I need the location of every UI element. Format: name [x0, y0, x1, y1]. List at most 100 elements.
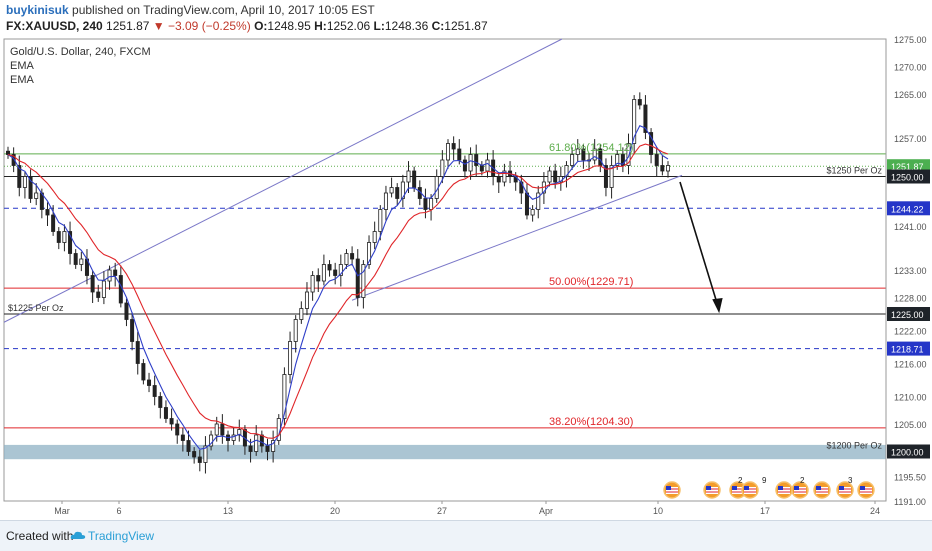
support-band	[4, 444, 886, 460]
legend-ema-1[interactable]: EMA	[10, 60, 34, 72]
x-tick-label: 10	[653, 506, 663, 516]
chart-legend: Gold/U.S. Dollar, 240, FXCM EMA EMA	[10, 45, 151, 87]
legend-ema-2[interactable]: EMA	[10, 74, 34, 86]
candle-body	[220, 423, 225, 436]
y-tick-label: 1270.00	[894, 63, 927, 73]
y-tick-label: 1216.00	[894, 360, 927, 370]
price-badge-label: 1225.00	[891, 310, 924, 320]
candle-body	[462, 159, 467, 172]
candle-body	[158, 396, 163, 408]
candle-body	[180, 434, 185, 441]
flag-stripes-icon	[860, 487, 872, 494]
candle-body	[474, 154, 479, 166]
flag-stripes-icon	[794, 487, 806, 494]
candle-body	[147, 379, 152, 386]
candle-body	[457, 148, 462, 161]
candle-body	[395, 187, 400, 199]
footer-bar: Created with TradingView	[0, 520, 932, 551]
publish-text: published on TradingView.com, April 10, …	[72, 3, 375, 17]
candle-body	[316, 275, 321, 282]
price-badge	[887, 307, 930, 321]
candle-body	[327, 264, 332, 271]
chart-annotation: $1250 Per Oz	[826, 166, 882, 176]
candle-body	[299, 308, 304, 320]
flag-canton-icon	[666, 486, 671, 490]
projection-arrow-head	[712, 298, 723, 314]
candle-body	[101, 280, 106, 298]
candle-body	[570, 154, 575, 166]
candle-body	[45, 209, 50, 216]
open-value: 1248.95	[267, 19, 311, 33]
flag-stripes-icon	[839, 487, 851, 494]
price-badge-label: 1244.22	[891, 204, 924, 214]
flag-canton-icon	[732, 486, 737, 490]
tradingview-link[interactable]: TradingView	[88, 529, 155, 543]
candle-body	[79, 258, 84, 265]
channel-lower-line	[351, 174, 683, 301]
x-tick-label: Mar	[54, 506, 70, 516]
candle-body	[530, 209, 535, 216]
candle-body	[254, 434, 259, 452]
candle-body	[186, 440, 191, 452]
y-tick-label: 1241.00	[894, 222, 927, 232]
candle-body	[271, 440, 276, 452]
candle-body	[124, 302, 129, 320]
candle-body	[73, 253, 78, 265]
candle-body	[592, 148, 597, 161]
chart-annotation: 50.00%(1229.71)	[549, 276, 633, 288]
price-badge	[887, 341, 930, 356]
price-chart[interactable]: 61.80%(1254.12) 50.00%(1229.71) 38.20%(120…	[0, 36, 932, 520]
flag-stripes-icon	[744, 487, 756, 494]
candle-body	[96, 291, 101, 298]
candle-body	[28, 176, 33, 199]
candle-body	[333, 269, 338, 276]
price-change: ▼ −3.09 (−0.25%)	[152, 19, 251, 33]
flag-stripes-icon	[666, 487, 678, 494]
price-badge	[887, 169, 930, 184]
candle-body	[649, 132, 654, 155]
candle-body	[62, 231, 67, 243]
low-label: L:	[373, 19, 385, 33]
tradingview-cloud-icon	[70, 531, 86, 539]
candle-body	[237, 429, 242, 436]
high-label: H:	[314, 19, 327, 33]
flag-canton-icon	[794, 486, 799, 490]
flag-stripes-icon	[816, 487, 828, 494]
candle-body	[609, 165, 614, 188]
candle-body	[564, 165, 569, 177]
candle-body	[175, 423, 180, 436]
x-tick-label: 6	[116, 506, 121, 516]
flag-stripes-icon	[706, 487, 718, 494]
candle-body	[479, 165, 484, 172]
created-with-label: Created with	[6, 529, 74, 543]
price-badge	[887, 444, 930, 459]
candle-body	[293, 319, 298, 342]
candle-body	[163, 407, 168, 419]
candle-body	[231, 434, 236, 441]
projection-arrow-line	[679, 181, 720, 310]
flag-canton-icon	[706, 486, 711, 490]
last-price: 1251.87	[106, 19, 150, 33]
price-badge-label: 1250.00	[891, 173, 924, 183]
candle-body	[660, 165, 665, 172]
candle-body	[203, 445, 208, 463]
candle-body	[68, 231, 73, 254]
candle-body	[152, 385, 157, 397]
candle-body	[615, 154, 620, 166]
y-tick-label: 1195.50	[894, 472, 926, 482]
y-tick-label: 1275.00	[894, 36, 927, 45]
y-tick-label: 1191.00	[894, 497, 926, 507]
candle-body	[524, 192, 529, 216]
candle-body	[321, 264, 326, 282]
ema-fast-line	[7, 124, 669, 450]
candle-body	[485, 159, 490, 172]
candle-body	[350, 253, 355, 260]
candle-body	[288, 341, 293, 375]
author-link[interactable]: buykinisuk	[6, 3, 69, 17]
x-tick-label: 20	[330, 506, 340, 516]
flag-stripes-icon	[778, 487, 790, 494]
chart-annotation: 61.80%(1254.12)	[549, 142, 633, 154]
candle-body	[468, 154, 473, 172]
symbol-label: FX:XAUUSD, 240	[6, 19, 103, 33]
candle-body	[197, 456, 202, 463]
